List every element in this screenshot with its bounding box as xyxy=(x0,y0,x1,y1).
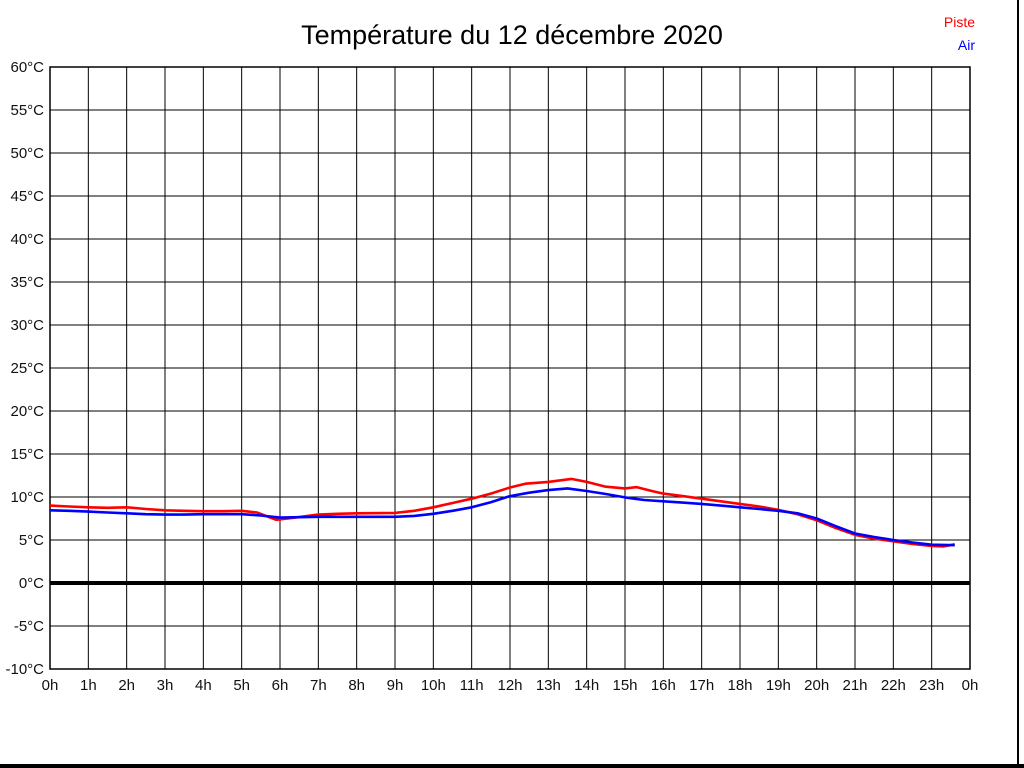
x-tick-label: 14h xyxy=(574,677,599,694)
x-tick-label: 22h xyxy=(881,677,906,694)
series-lines xyxy=(49,477,955,548)
frame-border-bottom xyxy=(0,764,1024,768)
x-tick-label: 20h xyxy=(804,677,829,694)
y-tick-label: 10°C xyxy=(10,489,44,506)
grid xyxy=(49,66,971,670)
x-tick-label: 11h xyxy=(460,677,484,694)
x-tick-label: 17h xyxy=(689,677,714,694)
x-tick-label: 21h xyxy=(842,677,867,694)
x-tick-label: 18h xyxy=(727,677,752,694)
y-tick-label: 0°C xyxy=(19,575,44,592)
x-tick-label: 23h xyxy=(919,677,944,694)
plot-border xyxy=(49,66,971,670)
y-tick-label: 30°C xyxy=(10,317,44,334)
y-tick-label: 50°C xyxy=(10,145,44,162)
y-tick-label: 55°C xyxy=(10,102,44,119)
y-tick-label: 20°C xyxy=(10,403,44,420)
y-tick-label: 40°C xyxy=(10,231,44,248)
x-tick-label: 9h xyxy=(387,677,404,694)
x-tick-label: 12h xyxy=(497,677,522,694)
x-axis-labels: 0h 1h 2h 3h 4h 5h 6h 7h 8h 9h 10h 11h 12h 13h 14h 15h 16… xyxy=(42,677,979,694)
y-tick-label: -10°C xyxy=(5,661,44,678)
x-tick-label: 4h xyxy=(195,677,212,694)
x-tick-label: 15h xyxy=(612,677,637,694)
plot-border-rect xyxy=(49,66,971,670)
x-tick-label: 7h xyxy=(310,677,327,694)
x-tick-label: 5h xyxy=(233,677,250,694)
x-tick-label: 2h xyxy=(118,677,135,694)
series-line-air xyxy=(49,487,955,547)
x-tick-label: 16h xyxy=(651,677,676,694)
y-tick-label: 15°C xyxy=(10,446,44,463)
y-tick-label: 5°C xyxy=(19,532,44,549)
x-tick-label: 0h xyxy=(42,677,59,694)
x-tick-label: 8h xyxy=(348,677,365,694)
y-tick-label: 35°C xyxy=(10,274,44,291)
frame-border-right xyxy=(1017,0,1019,768)
legend-item-air: Air xyxy=(957,37,975,53)
y-tick-label: 25°C xyxy=(10,360,44,377)
x-tick-label: 19h xyxy=(766,677,791,694)
x-tick-label: 10h xyxy=(421,677,446,694)
x-tick-label: 1h xyxy=(80,677,97,694)
y-tick-label: 45°C xyxy=(10,188,44,205)
x-tick-label: 0h xyxy=(962,677,979,694)
x-tick-label: 13h xyxy=(536,677,561,694)
y-axis-labels: 60°C 55°C 50°C 45°C 40°C 35°C 30°C 25°C 20°C 15°C… xyxy=(5,59,44,678)
y-tick-label: 60°C xyxy=(10,59,44,76)
x-tick-label: 6h xyxy=(272,677,289,694)
series-line-piste xyxy=(49,477,955,548)
chart-title: Température du 12 décembre 2020 xyxy=(301,20,723,50)
x-tick-label: 3h xyxy=(157,677,174,694)
legend-item-piste: Piste xyxy=(943,14,975,30)
legend: Piste Air xyxy=(944,11,975,57)
y-tick-label: -5°C xyxy=(14,618,44,635)
